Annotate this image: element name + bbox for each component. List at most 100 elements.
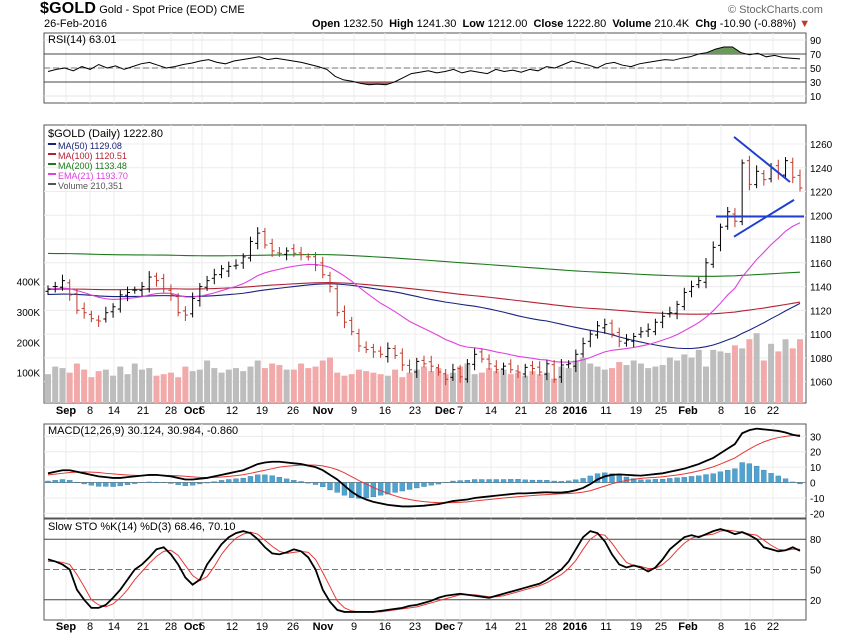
- macd-histogram-bar: [479, 479, 485, 483]
- macd-histogram-bar: [363, 482, 369, 499]
- volume-bar: [493, 371, 500, 403]
- rsi-y-tick-label: 10: [810, 92, 822, 103]
- volume-bar: [131, 363, 138, 403]
- price-y-tick-label: 1140: [810, 283, 832, 294]
- x-tick-label-price: Nov: [313, 405, 335, 417]
- close-value: 1222.80: [566, 18, 607, 30]
- volume-bar: [225, 369, 232, 403]
- volume-bar: [594, 366, 601, 403]
- volume-bar: [45, 374, 51, 403]
- price-y-tick-label: 1060: [810, 378, 833, 389]
- exchange-label: CME: [220, 4, 245, 16]
- legend-swatch-ma200: [48, 163, 56, 165]
- volume-bar: [175, 377, 182, 403]
- macd-y-tick-label: 20: [810, 448, 822, 459]
- volume-bar: [81, 369, 88, 403]
- macd-histogram-bar: [182, 482, 189, 486]
- volume-bar: [341, 375, 348, 403]
- x-tick-label-price: 25: [655, 405, 667, 417]
- legend-swatch-ma100: [48, 153, 56, 155]
- volume-bar: [695, 349, 702, 403]
- volume-axis-label: 100K: [17, 369, 41, 380]
- ma50-line: [47, 283, 801, 350]
- macd-histogram-bar: [168, 482, 174, 484]
- macd-histogram-bar: [197, 482, 203, 485]
- x-tick-label-price: 8: [87, 405, 93, 417]
- volume-axis-label: 300K: [17, 308, 41, 319]
- volume-bar: [247, 366, 254, 403]
- volume-bar: [731, 345, 738, 403]
- volume-bar: [73, 363, 80, 403]
- volume-bar: [204, 360, 211, 403]
- macd-y-tick-label: -10: [810, 494, 825, 505]
- legend-label-volume: Volume 210,351: [58, 181, 123, 191]
- macd-histogram-bar: [681, 477, 687, 483]
- sto-y-tick-label: 50: [810, 566, 822, 577]
- x-tick-label-sto: 22: [767, 621, 779, 633]
- macd-histogram-bar: [262, 474, 268, 483]
- volume-bar: [384, 375, 391, 403]
- x-tick-label-sto: 7: [457, 621, 463, 633]
- macd-histogram-bar: [67, 480, 73, 483]
- macd-histogram-bar: [399, 482, 405, 492]
- x-tick-label-sto: 12: [226, 621, 238, 633]
- macd-histogram-bar: [247, 476, 254, 483]
- macd-histogram-bar: [696, 475, 702, 483]
- macd-title: MACD(12,26,9) 30.124, 30.984, -0.860: [48, 425, 238, 437]
- macd-histogram-bar: [428, 482, 434, 486]
- price-y-tick-label: 1180: [810, 235, 832, 246]
- x-tick-label-price: 16: [379, 405, 391, 417]
- macd-histogram-bar: [652, 479, 659, 483]
- close-label: Close: [533, 18, 564, 30]
- low-value: 1212.00: [487, 18, 528, 30]
- macd-histogram-bar: [276, 477, 283, 483]
- macd-histogram-bar: [110, 482, 116, 487]
- x-tick-label-price: 22: [767, 405, 779, 417]
- rsi-y-tick-label: 70: [810, 50, 822, 61]
- volume-axis-label: 400K: [17, 278, 41, 289]
- legend-swatch-ema21: [48, 173, 56, 175]
- macd-line: [47, 427, 801, 508]
- volume-bar: [428, 371, 435, 403]
- macd-histogram-bar: [609, 473, 615, 483]
- ema21-line: [47, 222, 801, 363]
- price-y-tick-label: 1120: [810, 306, 832, 317]
- low-label: Low: [462, 18, 485, 30]
- macd-histogram-bar: [312, 482, 319, 485]
- volume-bar: [580, 357, 587, 403]
- x-tick-label-sto: 19: [630, 621, 642, 633]
- volume-bar: [789, 348, 796, 403]
- volume-bar: [659, 365, 666, 403]
- volume-bar: [645, 368, 652, 403]
- x-tick-label-sto: 25: [655, 621, 667, 633]
- volume-bar: [775, 351, 782, 403]
- volume-bar: [160, 374, 167, 403]
- sto-y-tick-label: 80: [810, 535, 822, 546]
- macd-histogram-bar: [667, 478, 673, 483]
- ohlc-summary: Open 1232.50 High 1241.30 Low 1212.00 Cl…: [312, 18, 810, 30]
- open-value: 1232.50: [343, 18, 383, 30]
- ma200-line: [47, 252, 801, 277]
- macd-histogram-bar: [790, 481, 796, 483]
- macd-histogram-bar: [710, 473, 716, 483]
- volume-bar: [182, 366, 189, 403]
- macd-histogram-bar: [544, 480, 550, 483]
- symbol-title: $GOLD: [40, 0, 97, 17]
- volume-bar: [478, 372, 485, 403]
- volume-bar: [543, 372, 550, 403]
- volume-bar: [370, 372, 377, 403]
- macd-histogram-bar: [226, 479, 232, 483]
- volume-bar: [211, 368, 218, 403]
- macd-histogram-bar: [703, 474, 709, 483]
- volume-bar: [254, 360, 261, 403]
- legend-label-ma50: MA(50) 1129.08: [58, 141, 122, 151]
- price-y-tick-label: 1080: [810, 354, 833, 365]
- volume-bar: [674, 360, 681, 403]
- macd-histogram-bar: [573, 479, 579, 483]
- x-tick-label-sto: 21: [137, 621, 149, 633]
- x-tick-label-price: Dec: [435, 405, 455, 417]
- macd-histogram-bar: [233, 478, 239, 483]
- x-tick-label-sto: Dec: [435, 621, 455, 633]
- macd-histogram-bar: [95, 482, 102, 487]
- volume-bar: [616, 362, 623, 403]
